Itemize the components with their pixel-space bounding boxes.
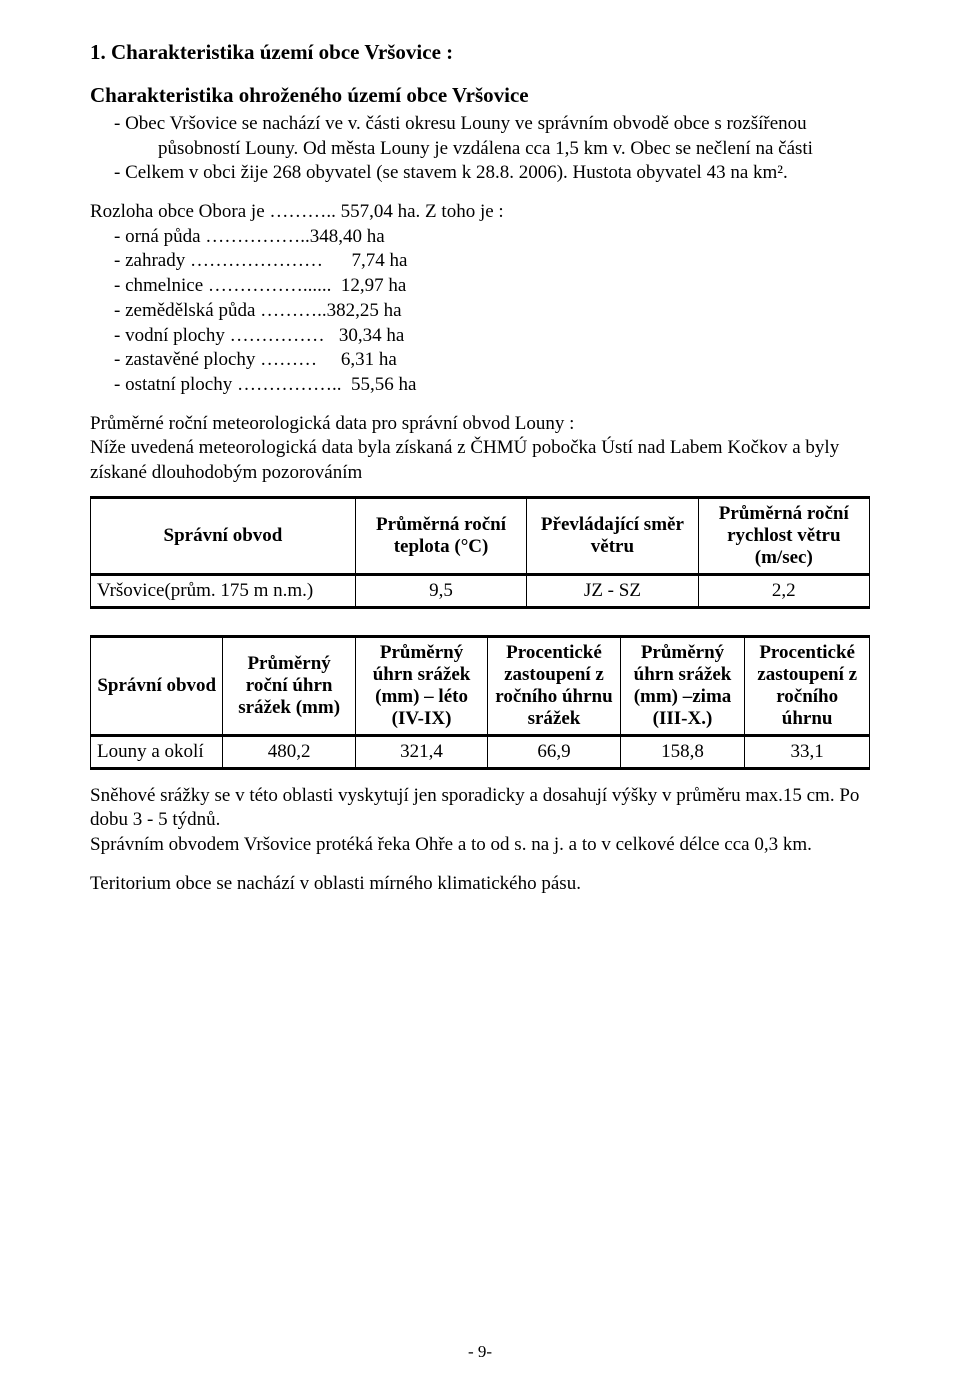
table-header: Procentické zastoupení z ročního úhrnu s…: [488, 636, 620, 735]
table-cell: Vršovice(prům. 175 m n.m.): [91, 574, 356, 607]
area-intro: Rozloha obce Obora je ……….. 557,04 ha. Z…: [90, 200, 870, 225]
table-header: Průměrný úhrn srážek (mm) –zima (III-X.): [620, 636, 745, 735]
table-row: Louny a okolí 480,2 321,4 66,9 158,8 33,…: [91, 735, 870, 768]
table-cell: JZ - SZ: [527, 574, 698, 607]
table-header: Průměrný úhrn srážek (mm) – léto (IV-IX): [355, 636, 487, 735]
intro-list: Obec Vršovice se nachází ve v. části okr…: [90, 112, 870, 186]
land-list: orná půda ……………..348,40 ha zahrady ………………: [90, 225, 870, 398]
table-cell: 2,2: [698, 574, 869, 607]
page-number: - 9-: [0, 1342, 960, 1362]
tail-para: Správním obvodem Vršovice protéká řeka O…: [90, 833, 870, 858]
meteo-table-1: Správní obvod Průměrná roční teplota (°C…: [90, 496, 870, 609]
land-item: orná půda ……………..348,40 ha: [136, 225, 870, 250]
table-cell: 66,9: [488, 735, 620, 768]
table-cell: 33,1: [745, 735, 870, 768]
table-header: Správní obvod: [91, 636, 223, 735]
land-item: zahrady ………………… 7,74 ha: [136, 249, 870, 274]
land-item: ostatní plochy …………….. 55,56 ha: [136, 373, 870, 398]
land-item: zemědělská půda ………..382,25 ha: [136, 299, 870, 324]
meteo-para: Níže uvedená meteorologická data byla zí…: [90, 436, 870, 485]
table-header-row: Správní obvod Průměrný roční úhrn srážek…: [91, 636, 870, 735]
table-header: Průměrná roční rychlost větru (m/sec): [698, 497, 869, 574]
table-header: Převládající směr větru: [527, 497, 698, 574]
tail-para: Sněhové srážky se v této oblasti vyskytu…: [90, 784, 870, 833]
table-row: Vršovice(prům. 175 m n.m.) 9,5 JZ - SZ 2…: [91, 574, 870, 607]
land-item: zastavěné plochy ……… 6,31 ha: [136, 348, 870, 373]
table-cell: 9,5: [355, 574, 526, 607]
meteo-heading-text: Průměrné roční meteorologická data pro s…: [90, 413, 574, 434]
table-header: Průměrný roční úhrn srážek (mm): [223, 636, 355, 735]
table-header: Procentické zastoupení z ročního úhrnu: [745, 636, 870, 735]
table-header: Průměrná roční teplota (°C): [355, 497, 526, 574]
meteo-table-2: Správní obvod Průměrný roční úhrn srážek…: [90, 635, 870, 770]
section-heading: 1. Charakteristika území obce Vršovice :: [90, 40, 870, 65]
table-cell: 321,4: [355, 735, 487, 768]
intro-item: Celkem v obci žije 268 obyvatel (se stav…: [136, 161, 870, 186]
intro-item: Obec Vršovice se nachází ve v. části okr…: [136, 112, 870, 161]
table-header-row: Správní obvod Průměrná roční teplota (°C…: [91, 497, 870, 574]
table-cell: 158,8: [620, 735, 745, 768]
tail-para: Teritorium obce se nachází v oblasti mír…: [90, 872, 870, 897]
table-cell: 480,2: [223, 735, 355, 768]
meteo-heading: Průměrné roční meteorologická data pro s…: [90, 412, 870, 437]
land-item: vodní plochy …………… 30,34 ha: [136, 324, 870, 349]
table-cell: Louny a okolí: [91, 735, 223, 768]
section-subheading: Charakteristika ohroženého území obce Vr…: [90, 83, 870, 108]
table-header: Správní obvod: [91, 497, 356, 574]
page: 1. Charakteristika území obce Vršovice :…: [0, 0, 960, 1382]
land-item: chmelnice ……………...... 12,97 ha: [136, 274, 870, 299]
